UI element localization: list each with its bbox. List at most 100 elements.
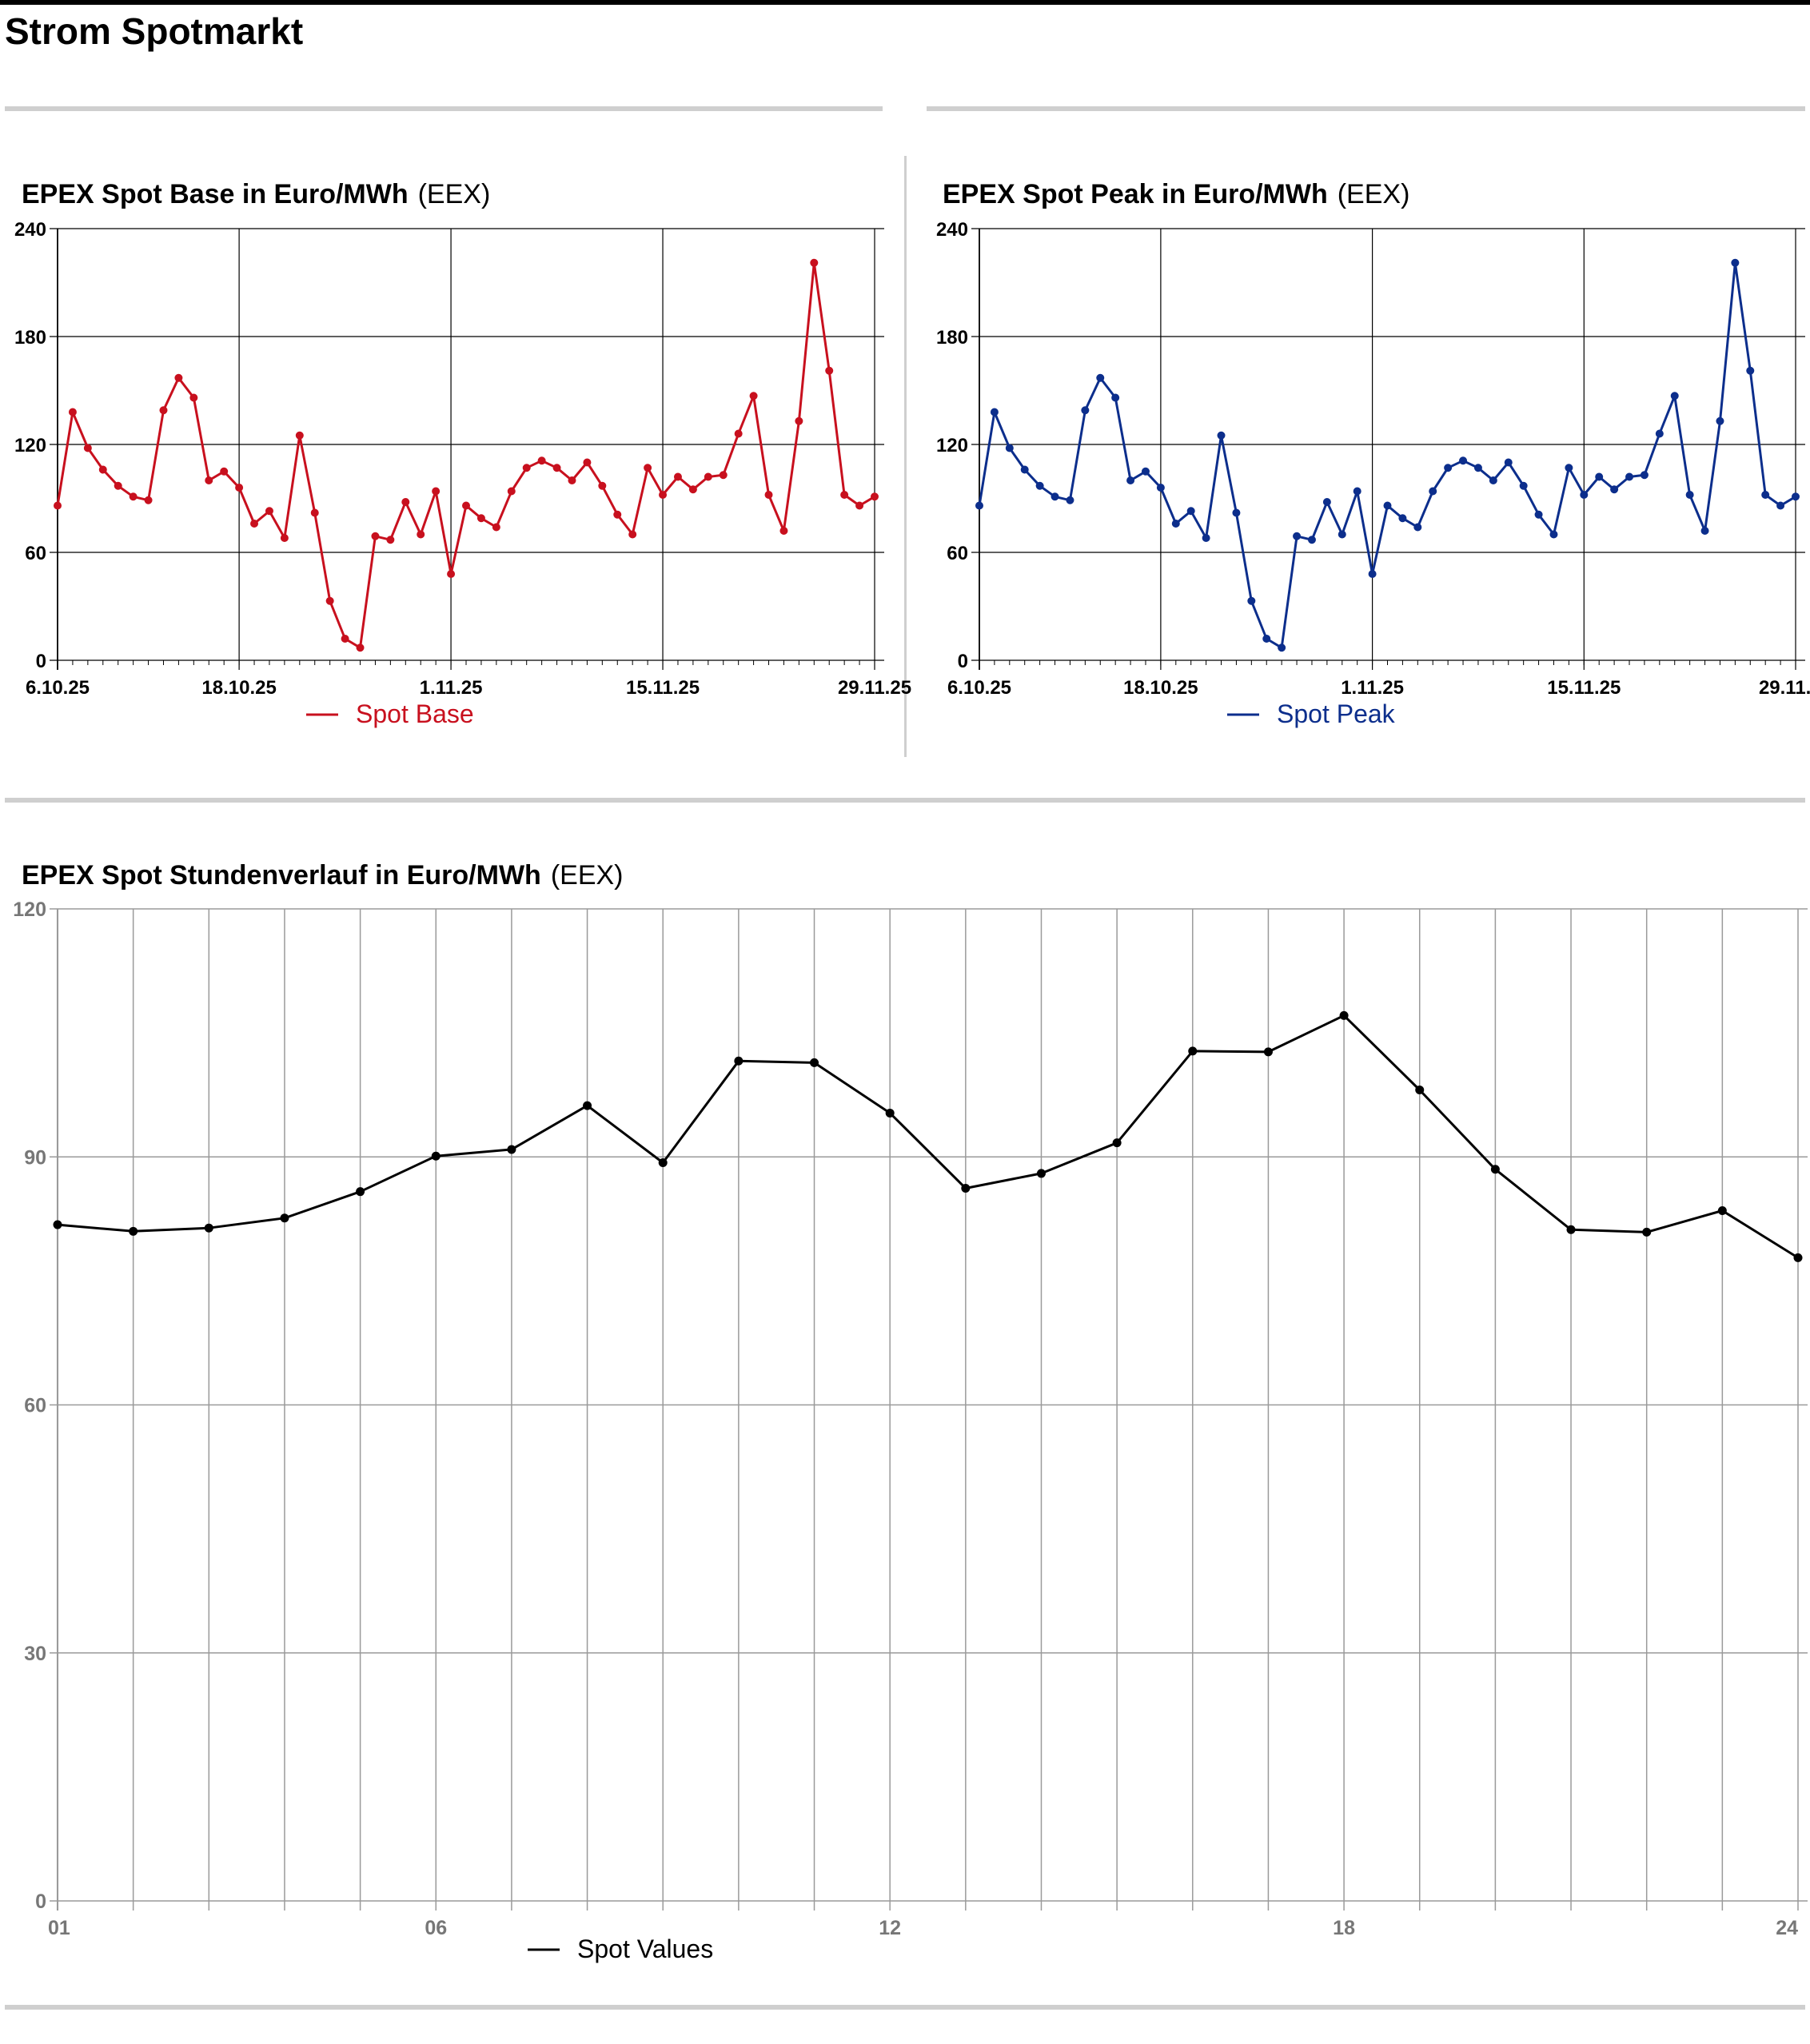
base-data-point — [159, 406, 168, 415]
peak-data-point — [1066, 496, 1074, 504]
peak-data-point — [1716, 416, 1724, 425]
base-legend-label: Spot Base — [356, 699, 474, 728]
base-data-point — [871, 492, 879, 501]
base-data-point — [432, 487, 441, 496]
base-data-point — [795, 416, 803, 425]
base-data-point — [265, 507, 273, 516]
base-data-point — [734, 429, 743, 438]
peak-data-point — [1459, 456, 1468, 465]
hourly-data-point — [356, 1187, 365, 1197]
base-data-point — [552, 464, 561, 472]
chart-title-peak-text: EPEX Spot Peak in Euro/MWh — [943, 179, 1328, 209]
peak-data-point — [1398, 514, 1407, 523]
chart-source-peak: (EEX) — [1337, 179, 1410, 209]
hourly-data-point — [583, 1101, 592, 1110]
base-data-point — [462, 501, 470, 510]
hourly-data-point — [1490, 1165, 1500, 1174]
peak-data-point — [1353, 487, 1361, 496]
peak-ytick-label: 180 — [936, 327, 968, 349]
peak-data-point — [1111, 393, 1120, 402]
peak-data-point — [1247, 596, 1256, 605]
peak-data-point — [1096, 373, 1105, 382]
chart-source-hourly: (EEX) — [550, 860, 624, 891]
base-data-point — [568, 476, 576, 484]
hourly-data-point — [734, 1056, 744, 1066]
peak-ytick-label: 60 — [947, 543, 968, 564]
peak-data-point — [1217, 431, 1226, 440]
peak-data-point — [1473, 464, 1482, 472]
hourly-data-point — [1036, 1169, 1046, 1178]
peak-data-point — [1413, 523, 1422, 532]
chart-source-base: (EEX) — [417, 179, 491, 209]
hourly-data-point — [1566, 1225, 1576, 1234]
hourly-ytick-label: 60 — [24, 1395, 46, 1417]
peak-data-point — [1504, 458, 1513, 467]
peak-data-point — [1171, 520, 1180, 528]
base-data-point — [401, 498, 410, 506]
peak-data-point — [1670, 392, 1679, 400]
hourly-xtick-label: 24 — [1776, 1917, 1798, 1939]
chart-title-hourly: EPEX Spot Stundenverlauf in Euro/MWh (EEX… — [22, 860, 624, 891]
peak-data-point — [1156, 484, 1165, 492]
hourly-data-point — [1642, 1227, 1652, 1237]
base-data-point — [189, 393, 198, 402]
hourly-legend-label: Spot Values — [577, 1934, 713, 1963]
peak-xtick-label: 15.11.25 — [1547, 677, 1621, 699]
peak-data-point — [1186, 507, 1195, 516]
peak-data-point — [1020, 465, 1029, 474]
base-data-point — [417, 530, 425, 539]
peak-data-point — [1035, 481, 1044, 490]
peak-xtick-label: 18.10.25 — [1123, 677, 1198, 699]
hourly-ytick-label: 30 — [24, 1643, 46, 1665]
peak-data-point — [1625, 472, 1634, 481]
peak-data-point — [1746, 366, 1755, 375]
hourly-data-point — [810, 1058, 819, 1067]
peak-data-point — [1051, 492, 1059, 501]
base-xtick-label: 29.11.25 — [838, 677, 911, 699]
base-data-point — [537, 456, 546, 465]
base-data-point — [688, 485, 697, 494]
base-data-point — [250, 520, 259, 528]
base-data-point — [386, 536, 395, 544]
hourly-data-point — [280, 1213, 289, 1223]
peak-data-point — [1610, 485, 1619, 494]
peak-data-point — [1368, 570, 1377, 578]
peak-data-point — [1429, 487, 1437, 496]
peak-data-point — [1383, 501, 1392, 510]
base-data-point — [492, 523, 500, 532]
hourly-xtick-label: 18 — [1333, 1917, 1355, 1939]
base-xtick-label: 18.10.25 — [201, 677, 276, 699]
base-data-point — [144, 496, 153, 504]
peak-xtick-label: 1.11.25 — [1341, 677, 1404, 699]
peak-data-point — [1262, 635, 1271, 643]
peak-data-point — [1640, 471, 1649, 480]
base-data-point — [476, 514, 485, 523]
hourly-data-point — [1415, 1085, 1425, 1094]
peak-xtick-label: 29.11.25 — [1759, 677, 1810, 699]
peak-data-point — [1685, 491, 1694, 499]
peak-ytick-label: 120 — [936, 435, 968, 456]
peak-data-point — [1307, 536, 1316, 544]
divider-middle — [5, 798, 1805, 803]
hourly-data-point — [431, 1151, 441, 1161]
base-data-point — [522, 464, 531, 472]
peak-data-point — [1141, 467, 1150, 476]
peak-ytick-label: 240 — [936, 219, 968, 241]
chart-title-base-text: EPEX Spot Base in Euro/MWh — [22, 179, 409, 209]
base-ytick-label: 240 — [14, 219, 46, 241]
base-data-point — [325, 596, 334, 605]
base-data-point — [583, 458, 592, 467]
peak-ytick-label: 0 — [958, 651, 968, 672]
peak-data-point — [1278, 643, 1286, 652]
hourly-data-point — [53, 1220, 62, 1229]
peak-data-point — [1519, 481, 1528, 490]
base-ytick-label: 0 — [36, 651, 46, 672]
base-data-point — [810, 258, 819, 267]
peak-data-point — [1338, 530, 1346, 539]
hourly-ytick-label: 0 — [35, 1891, 46, 1913]
hourly-ytick-label: 120 — [13, 898, 46, 921]
peak-data-point — [1549, 530, 1558, 539]
hourly-data-point — [961, 1184, 971, 1193]
base-data-point — [779, 527, 788, 535]
